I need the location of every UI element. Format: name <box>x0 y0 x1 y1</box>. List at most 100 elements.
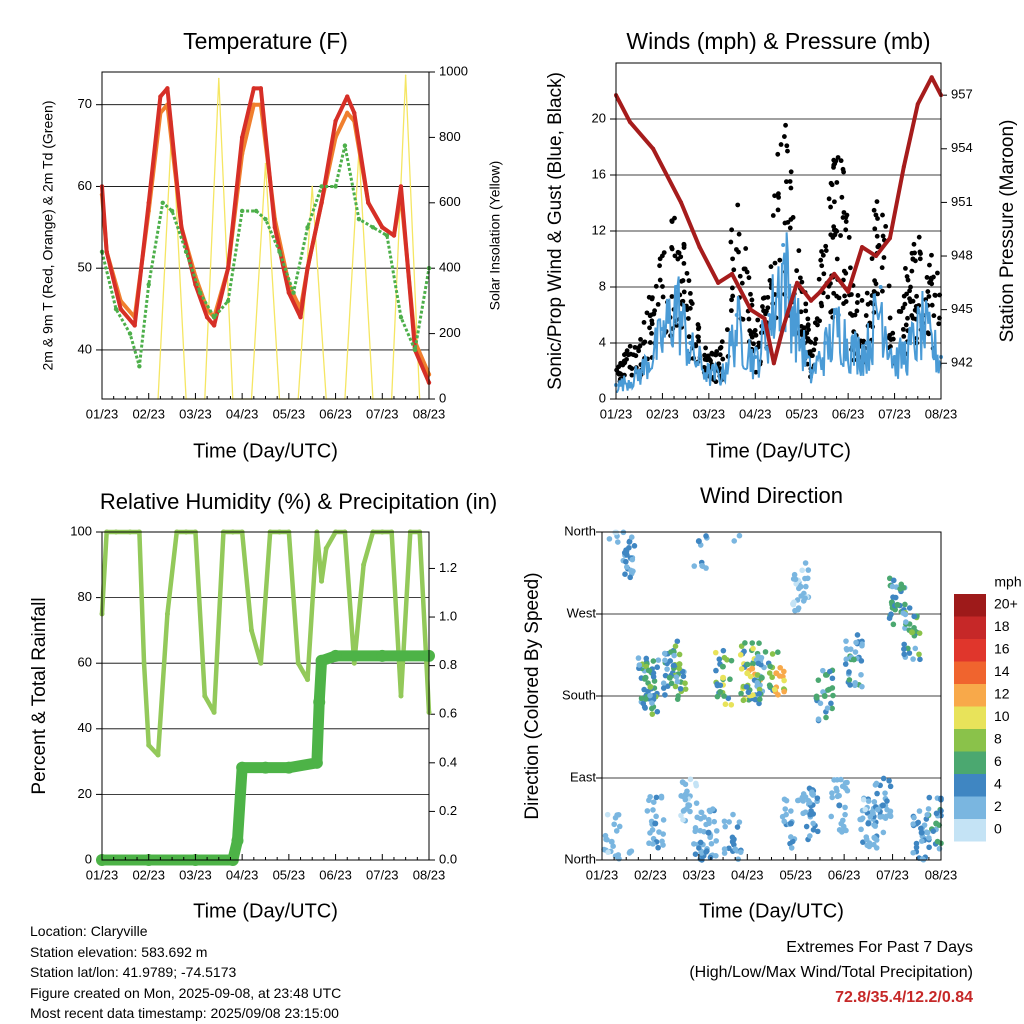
direction-point <box>773 670 780 677</box>
humidity-point <box>351 660 357 666</box>
y2-tick-label: 1000 <box>439 63 468 78</box>
gust-point <box>820 252 826 258</box>
gust-point <box>880 288 885 294</box>
gust-point <box>871 207 877 213</box>
gust-point <box>696 338 702 344</box>
direction-point <box>677 685 684 692</box>
direction-point <box>749 665 756 672</box>
direction-point <box>660 680 667 687</box>
direction-point <box>676 651 683 658</box>
legend-label: 10 <box>994 708 1010 724</box>
x-tick-label: 01/23 <box>586 867 619 882</box>
gust-point <box>828 180 834 186</box>
solar-point <box>264 162 267 165</box>
x-tick-label: 07/23 <box>878 406 911 421</box>
gust-point <box>660 284 665 289</box>
direction-point <box>707 854 714 861</box>
gust-point <box>932 292 938 298</box>
direction-point <box>667 658 674 664</box>
y-tick-label: 50 <box>78 260 92 275</box>
gust-point <box>854 308 860 314</box>
legend-label: 14 <box>994 663 1010 679</box>
pressure-point <box>915 102 920 107</box>
direction-point <box>789 838 796 845</box>
direction-point <box>662 692 668 698</box>
figure-created: Figure created on Mon, 2025-09-08, at 23… <box>30 984 342 1001</box>
direction-point <box>933 810 940 817</box>
gust-point <box>805 323 811 329</box>
direction-point <box>883 813 890 820</box>
direction-point <box>880 775 887 782</box>
direction-point <box>713 667 719 674</box>
direction-point <box>714 681 720 687</box>
y-tick-label: 20 <box>592 110 606 125</box>
direction-point <box>788 834 794 840</box>
direction-point <box>722 701 729 708</box>
direction-point <box>615 852 622 858</box>
direction-point <box>771 686 778 693</box>
gust-point <box>783 179 789 185</box>
direction-point <box>714 693 721 700</box>
data-point <box>286 290 292 295</box>
data-point <box>366 200 371 205</box>
gust-point <box>843 219 849 224</box>
gust-point <box>869 256 875 262</box>
direction-point <box>712 649 719 656</box>
extremes-box: Extremes For Past 7 Days (High/Low/Max W… <box>689 935 973 1010</box>
direction-point <box>839 783 846 790</box>
direction-point <box>652 820 659 827</box>
solar-point <box>217 77 220 80</box>
data-point <box>277 249 282 255</box>
x-axis-label: Time (Day/UTC) <box>699 900 844 922</box>
direction-point <box>674 696 681 702</box>
direction-point <box>906 650 913 656</box>
gust-point <box>748 291 753 297</box>
gust-point <box>917 256 923 262</box>
direction-point <box>726 845 732 852</box>
x-tick-label: 01/23 <box>86 406 119 421</box>
wind-point <box>674 285 679 289</box>
pressure-point <box>860 245 865 250</box>
gust-point <box>848 265 853 271</box>
direction-point <box>925 806 932 812</box>
gust-point <box>901 334 907 339</box>
direction-point <box>781 818 787 825</box>
direction-point <box>661 650 668 657</box>
wind-point <box>688 341 693 345</box>
gust-point <box>641 319 647 325</box>
direction-point <box>703 533 709 539</box>
gust-point <box>685 316 691 321</box>
direction-point <box>781 688 787 695</box>
y-tick-label: South <box>562 687 596 702</box>
gust-point <box>875 244 881 250</box>
direction-point <box>680 673 687 680</box>
pressure-point <box>887 236 892 241</box>
y2-tick-label: 954 <box>951 140 973 155</box>
data-point <box>251 102 257 107</box>
x-tick-label: 02/23 <box>646 406 679 421</box>
wind-point <box>781 243 786 247</box>
gust-point <box>854 300 860 305</box>
gust-point <box>649 296 655 302</box>
gust-point <box>717 345 723 351</box>
direction-point <box>917 656 923 663</box>
gust-point <box>775 151 781 157</box>
gust-point <box>638 336 643 342</box>
direction-point <box>672 683 679 690</box>
gust-point <box>717 352 723 358</box>
gust-point <box>803 308 809 314</box>
direction-point <box>717 688 724 695</box>
direction-point <box>756 696 763 703</box>
direction-point <box>683 791 689 798</box>
data-point <box>391 233 397 238</box>
direction-point <box>606 536 613 542</box>
direction-point <box>732 846 738 852</box>
y-tick-label: 0 <box>85 851 92 866</box>
legend-swatch <box>954 796 986 819</box>
direction-point <box>912 645 919 652</box>
wind-direction-title: Wind Direction <box>700 483 843 508</box>
recent-timestamp: Most recent data timestamp: 2025/09/08 2… <box>30 1005 339 1022</box>
y-tick-label: 40 <box>78 341 92 356</box>
gust-point <box>798 309 804 315</box>
